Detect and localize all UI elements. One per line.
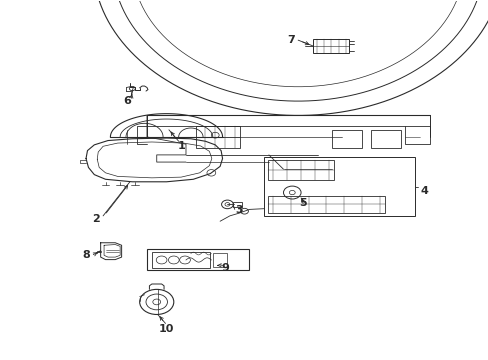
Text: 4: 4: [420, 186, 428, 196]
Bar: [370, 130, 400, 148]
Bar: [152, 252, 210, 268]
Text: 1: 1: [177, 141, 184, 151]
Bar: [195, 126, 239, 148]
Bar: [267, 196, 384, 213]
Bar: [267, 160, 333, 180]
Bar: [147, 249, 249, 270]
Text: 9: 9: [221, 263, 228, 273]
Text: 7: 7: [286, 35, 294, 45]
Text: 10: 10: [159, 324, 174, 334]
Text: 8: 8: [82, 250, 90, 260]
Text: 3: 3: [235, 206, 243, 216]
Bar: [212, 253, 227, 267]
Text: 5: 5: [299, 198, 306, 208]
Bar: [233, 202, 242, 207]
Bar: [331, 130, 361, 148]
Bar: [312, 39, 348, 53]
Text: 2: 2: [92, 215, 100, 224]
Text: 6: 6: [123, 96, 131, 106]
Bar: [264, 157, 414, 216]
